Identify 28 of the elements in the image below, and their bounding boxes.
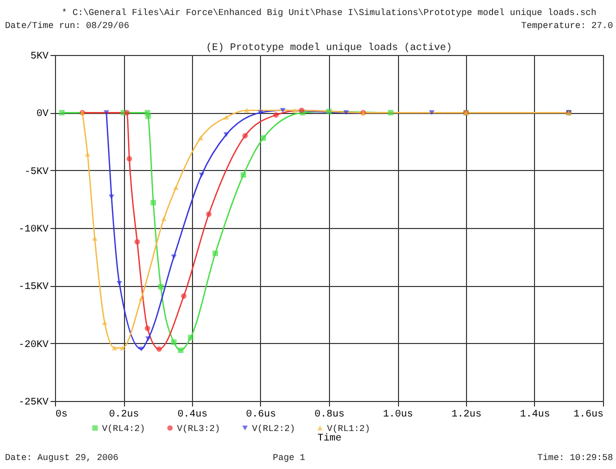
y-tick-label: -10KV (18, 224, 48, 236)
legend-label: V(RL2:2) (252, 424, 296, 434)
text: Date/Time run: 08/29/06 (5, 21, 130, 31)
x-tick-label: 0.4us (177, 410, 208, 420)
x-tick-label: 0.2us (108, 410, 140, 420)
x-tick-label: 0s (56, 410, 68, 420)
x-tick-label: 1.4us (520, 410, 550, 420)
text: Temperature: 27.0 (521, 21, 613, 31)
chart-title: * C:\General Files\Air Force\Enhanced Big Unit\Phase I\Simulations\Prototype model unique loads.sch (62, 8, 596, 18)
x-tick-label: 1.6us (573, 410, 604, 420)
legend-label: V(RL1:2) (327, 424, 370, 434)
y-tick-label: -5KV (24, 166, 48, 178)
legend-label: V(RL4:2) (102, 424, 146, 434)
y-tick-label: 0V (36, 109, 48, 120)
x-tick-label: 0.6us (246, 410, 276, 420)
text: Time: 10:29:58 (537, 453, 613, 463)
x-tick-label: 0.8us (314, 410, 345, 420)
text: Date: August 29, 2006 (5, 453, 118, 463)
x-tick-label: 1.2us (451, 410, 482, 420)
y-tick-label: 5KV (30, 52, 48, 62)
x-axis-title: Time (317, 432, 342, 444)
chart-subtitle: (E) Prototype model unique loads (active) (206, 42, 452, 54)
text: Page 1 (272, 453, 306, 463)
y-tick-label: -20KV (18, 340, 48, 351)
x-tick-label: 1.0us (382, 410, 414, 420)
y-tick-label: -25KV (18, 398, 48, 408)
legend-label: V(RL3:2) (177, 424, 220, 434)
y-tick-label: -15KV (18, 282, 48, 294)
